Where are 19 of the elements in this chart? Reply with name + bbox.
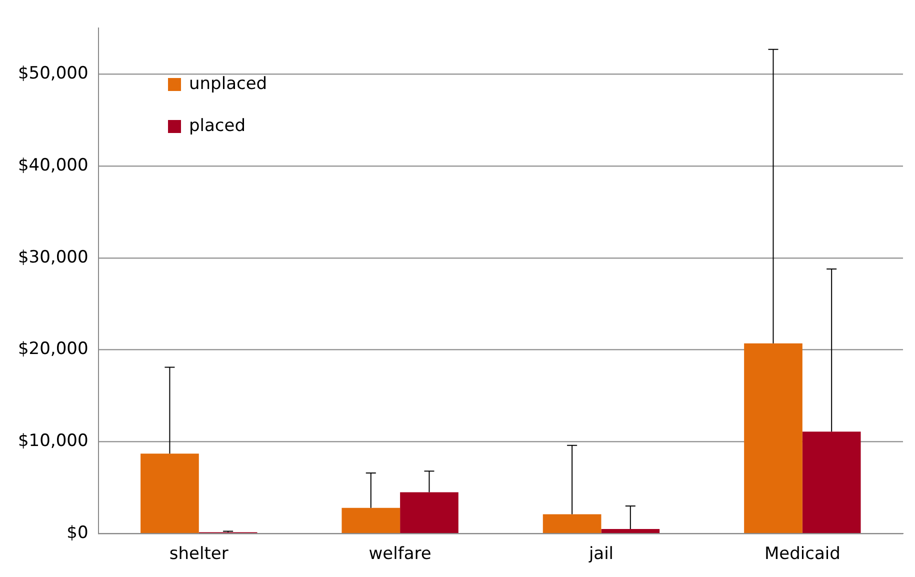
x-tick-label: shelter [169, 544, 228, 564]
y-tick-label: $20,000 [18, 339, 88, 360]
bar [140, 454, 199, 533]
legend-label: placed [189, 116, 246, 136]
bar [542, 514, 602, 533]
y-tick-label: $40,000 [18, 155, 88, 176]
y-tick-label: $10,000 [18, 431, 88, 452]
x-tick-label: jail [588, 544, 614, 564]
bar [744, 343, 802, 533]
bar [400, 492, 458, 533]
bar [342, 508, 400, 533]
y-tick-label: $30,000 [18, 247, 88, 268]
y-tick-label: $0 [66, 523, 88, 544]
x-tick-label: Medicaid [764, 544, 840, 564]
y-tick-label: $50,000 [18, 64, 88, 84]
bar [802, 432, 861, 533]
x-tick-label: welfare [368, 544, 432, 564]
bar [601, 529, 660, 533]
legend-label: unplaced [189, 74, 268, 94]
